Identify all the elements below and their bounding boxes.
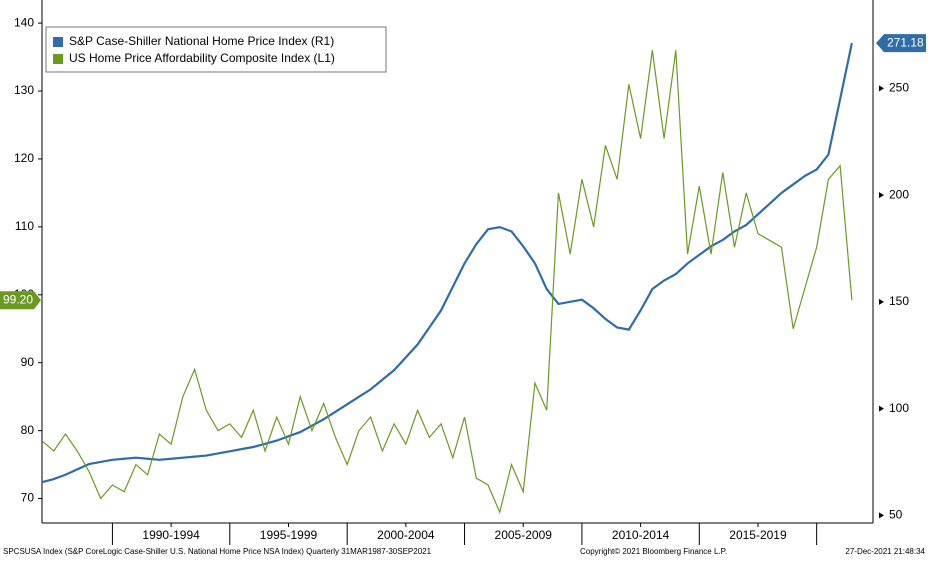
footer-timestamp: 27-Dec-2021 21:48:34 — [845, 547, 925, 556]
legend-label: S&P Case-Shiller National Home Price Ind… — [69, 34, 334, 48]
y-tick-label: 120 — [14, 151, 34, 165]
x-tick-label: 1990-1994 — [142, 528, 200, 542]
y2-tick — [879, 85, 884, 92]
y-tick-label: 130 — [14, 83, 34, 97]
x-tick-label: 2015-2019 — [729, 528, 787, 542]
legend-swatch — [53, 37, 63, 47]
y-tick-label: 110 — [15, 219, 34, 233]
last-value-label: 99.20 — [3, 292, 33, 306]
y2-tick-label: 50 — [889, 507, 903, 521]
y2-tick-label: 150 — [889, 294, 909, 308]
y-tick-label: 140 — [14, 15, 34, 29]
series-line — [41, 42, 853, 484]
y2-tick-label: 100 — [889, 401, 909, 415]
x-tick-label: 2000-2004 — [377, 528, 435, 542]
y2-tick — [879, 192, 884, 199]
footer-source: SPCSUSA Index (S&P CoreLogic Case-Shille… — [3, 547, 432, 556]
y2-tick-label: 250 — [889, 81, 909, 95]
legend-box — [45, 26, 387, 73]
legend-label: US Home Price Affordability Composite In… — [69, 51, 335, 65]
y2-tick — [879, 298, 884, 305]
last-value-label: 271.18 — [887, 35, 924, 49]
y-tick-label: 70 — [21, 491, 35, 505]
y2-tick — [879, 512, 884, 519]
series-line — [41, 50, 853, 515]
x-tick-label: 2010-2014 — [612, 528, 670, 542]
x-tick-label: 2005-2009 — [495, 528, 553, 542]
y-tick-label: 80 — [21, 423, 35, 437]
y2-tick — [879, 405, 884, 412]
last-value-tag — [0, 291, 41, 310]
y-tick-label: 90 — [21, 355, 35, 369]
footer-copyright: Copyright© 2021 Bloomberg Finance L.P. — [580, 547, 727, 556]
y2-tick-label: 200 — [889, 187, 909, 201]
last-value-tag — [876, 34, 926, 53]
x-tick-label: 1995-1999 — [260, 528, 318, 542]
legend-swatch — [53, 54, 63, 64]
